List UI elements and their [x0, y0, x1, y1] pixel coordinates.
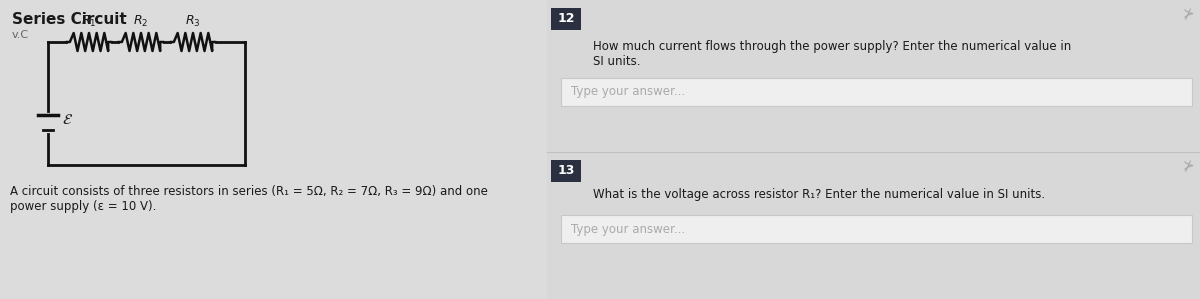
- Text: Series Circuit: Series Circuit: [12, 12, 127, 27]
- Text: 12: 12: [558, 13, 575, 25]
- Text: v.C: v.C: [12, 30, 29, 40]
- Text: A circuit consists of three resistors in series (R₁ = 5Ω, R₂ = 7Ω, R₃ = 9Ω) and : A circuit consists of three resistors in…: [10, 185, 488, 198]
- Text: How much current flows through the power supply? Enter the numerical value in: How much current flows through the power…: [593, 40, 1072, 53]
- Text: $\mathcal{E}$: $\mathcal{E}$: [62, 112, 73, 127]
- FancyBboxPatch shape: [551, 160, 581, 182]
- Text: What is the voltage across resistor R₁? Enter the numerical value in SI units.: What is the voltage across resistor R₁? …: [593, 188, 1045, 201]
- Text: power supply (ε = 10 V).: power supply (ε = 10 V).: [10, 200, 156, 213]
- Text: 13: 13: [558, 164, 575, 178]
- Text: $R_2$: $R_2$: [133, 14, 149, 29]
- Text: $R_1$: $R_1$: [82, 14, 97, 29]
- Text: ⊁: ⊁: [1182, 7, 1194, 21]
- Text: ⊁: ⊁: [1182, 159, 1194, 173]
- Bar: [0, 0, 547, 299]
- Text: $R_3$: $R_3$: [185, 14, 200, 29]
- Text: SI units.: SI units.: [593, 55, 641, 68]
- Bar: [547, 0, 1200, 299]
- FancyBboxPatch shape: [562, 215, 1192, 243]
- Text: Type your answer...: Type your answer...: [571, 222, 685, 236]
- Text: Type your answer...: Type your answer...: [571, 86, 685, 98]
- FancyBboxPatch shape: [562, 78, 1192, 106]
- FancyBboxPatch shape: [551, 8, 581, 30]
